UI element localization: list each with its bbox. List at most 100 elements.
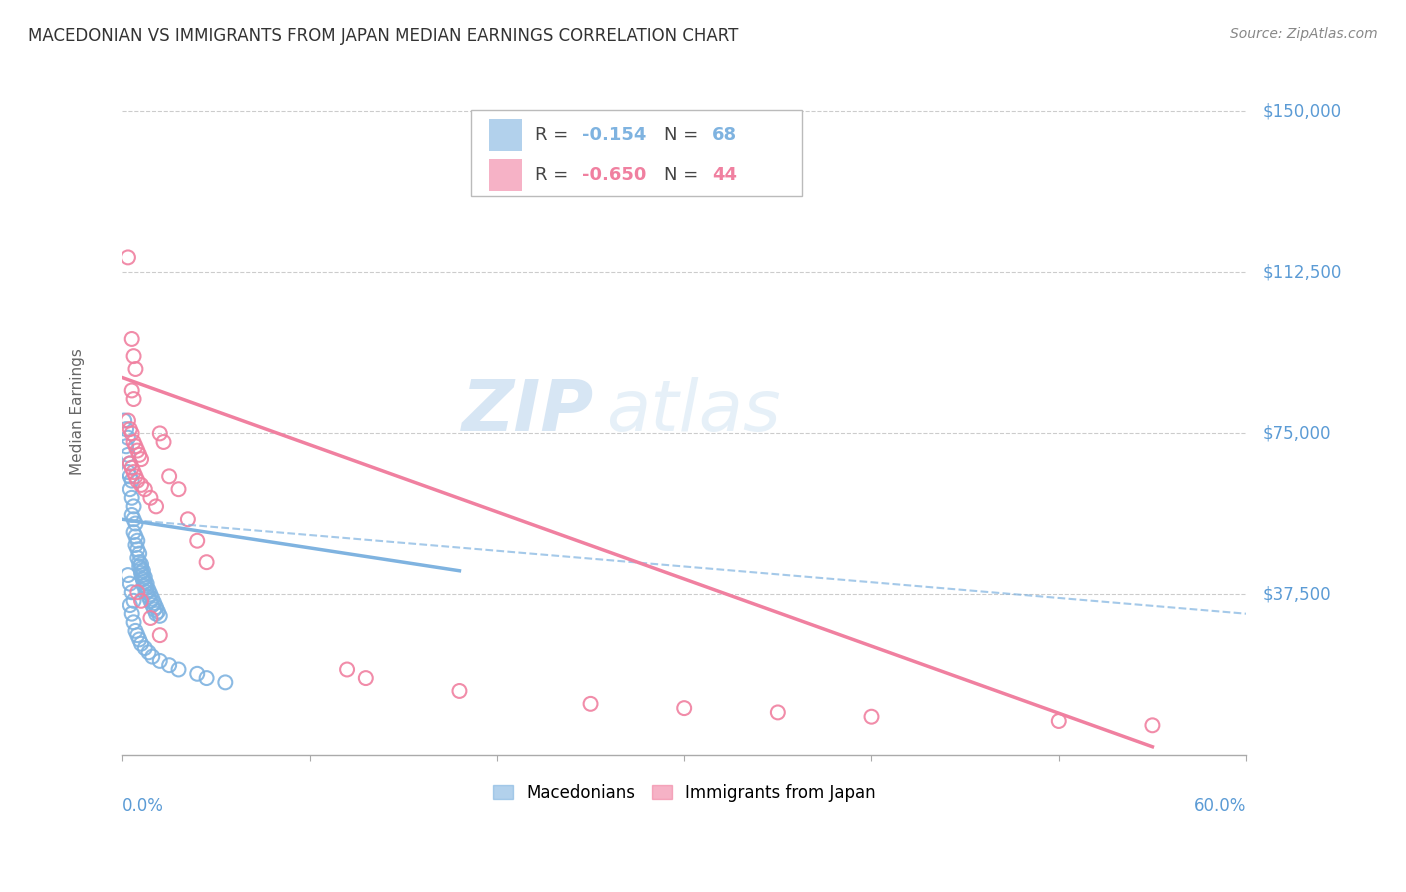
Point: [673, 701, 696, 715]
Point: [145, 600, 167, 615]
Text: ZIP: ZIP: [463, 377, 595, 446]
Point: [121, 491, 143, 505]
Point: [117, 448, 139, 462]
Point: [121, 474, 143, 488]
Point: [177, 512, 200, 526]
Point: [141, 591, 163, 606]
Point: [122, 512, 145, 526]
Text: N =: N =: [664, 127, 704, 145]
Point: [121, 607, 143, 621]
Point: [135, 581, 157, 595]
Point: [134, 482, 156, 496]
Point: [124, 362, 146, 376]
Point: [149, 608, 172, 623]
Point: [134, 640, 156, 655]
Point: [157, 658, 180, 673]
Point: [117, 568, 139, 582]
Text: 44: 44: [713, 166, 737, 184]
Point: [336, 663, 359, 677]
Point: [128, 448, 150, 462]
Point: [354, 671, 377, 685]
Point: [127, 628, 149, 642]
Point: [121, 508, 143, 522]
Point: [152, 434, 174, 449]
Point: [124, 516, 146, 531]
Point: [121, 384, 143, 398]
Point: [122, 434, 145, 449]
Text: atlas: atlas: [606, 377, 780, 446]
Point: [118, 576, 141, 591]
Point: [149, 654, 172, 668]
Point: [167, 482, 190, 496]
Point: [129, 452, 152, 467]
Point: [117, 413, 139, 427]
Point: [118, 482, 141, 496]
Point: [118, 422, 141, 436]
Point: [138, 583, 160, 598]
Point: [1142, 718, 1164, 732]
Point: [129, 561, 152, 575]
Text: 60.0%: 60.0%: [1194, 797, 1246, 814]
Point: [195, 555, 218, 569]
Point: [124, 624, 146, 638]
FancyBboxPatch shape: [489, 159, 523, 191]
Text: 0.0%: 0.0%: [122, 797, 165, 814]
Point: [132, 564, 155, 578]
Point: [127, 533, 149, 548]
Point: [121, 460, 143, 475]
Point: [118, 457, 141, 471]
Point: [124, 469, 146, 483]
Point: [118, 457, 141, 471]
FancyBboxPatch shape: [471, 110, 803, 195]
Point: [132, 572, 155, 586]
Point: [122, 465, 145, 479]
Point: [122, 349, 145, 363]
Point: [122, 392, 145, 406]
Point: [149, 426, 172, 441]
Text: $150,000: $150,000: [1263, 103, 1343, 120]
Point: [129, 637, 152, 651]
Point: [117, 431, 139, 445]
Text: R =: R =: [534, 127, 574, 145]
Point: [195, 671, 218, 685]
Point: [138, 590, 160, 604]
Text: N =: N =: [664, 166, 704, 184]
Point: [139, 587, 162, 601]
Point: [134, 570, 156, 584]
Point: [449, 684, 471, 698]
Point: [143, 596, 166, 610]
Point: [132, 568, 155, 582]
Point: [124, 529, 146, 543]
Point: [115, 422, 138, 436]
Text: MACEDONIAN VS IMMIGRANTS FROM JAPAN MEDIAN EARNINGS CORRELATION CHART: MACEDONIAN VS IMMIGRANTS FROM JAPAN MEDI…: [28, 27, 738, 45]
Point: [167, 663, 190, 677]
Text: Median Earnings: Median Earnings: [70, 349, 84, 475]
Text: -0.154: -0.154: [582, 127, 647, 145]
Point: [139, 594, 162, 608]
Point: [122, 525, 145, 540]
Point: [135, 576, 157, 591]
Point: [115, 439, 138, 453]
FancyBboxPatch shape: [489, 120, 523, 152]
Point: [149, 628, 172, 642]
Point: [139, 491, 162, 505]
Text: R =: R =: [534, 166, 574, 184]
Point: [134, 579, 156, 593]
Point: [146, 605, 169, 619]
Point: [129, 566, 152, 580]
Point: [117, 465, 139, 479]
Legend: Macedonians, Immigrants from Japan: Macedonians, Immigrants from Japan: [486, 778, 883, 809]
Point: [128, 632, 150, 647]
Point: [128, 547, 150, 561]
Text: Source: ZipAtlas.com: Source: ZipAtlas.com: [1230, 27, 1378, 41]
Point: [127, 585, 149, 599]
Point: [121, 585, 143, 599]
Point: [121, 332, 143, 346]
Point: [139, 611, 162, 625]
Point: [127, 474, 149, 488]
Point: [129, 594, 152, 608]
Point: [128, 559, 150, 574]
Text: $112,500: $112,500: [1263, 263, 1343, 281]
Point: [860, 709, 883, 723]
Point: [766, 706, 789, 720]
